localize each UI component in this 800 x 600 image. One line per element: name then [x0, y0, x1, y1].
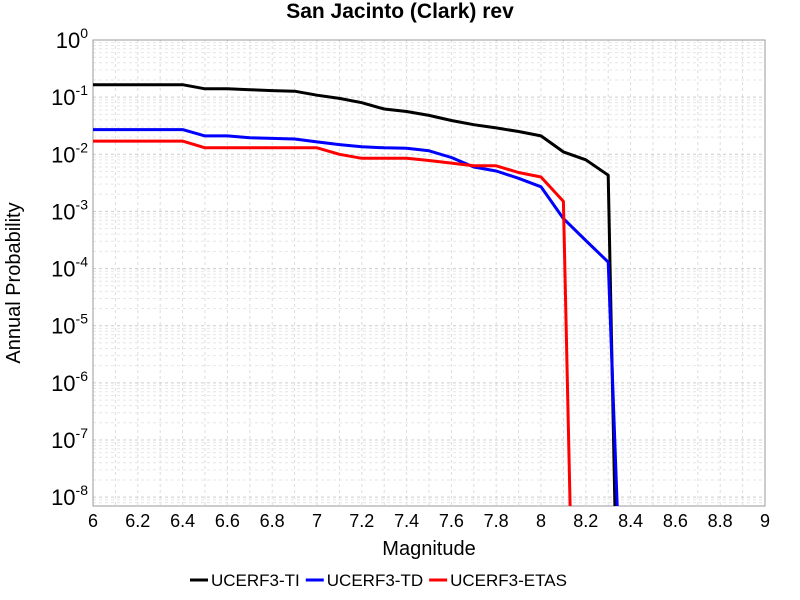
x-tick-label: 8.6 — [663, 511, 688, 531]
y-tick-label: 10-3 — [51, 196, 88, 224]
x-tick-label: 8 — [536, 511, 546, 531]
x-axis-ticks: 6 6.2 6.4 6.6 6.8 7 7.2 7.4 7.6 7.8 8 8.2 8.4 8.6 8.8 9 — [88, 511, 770, 531]
x-tick-label: 8.2 — [573, 511, 598, 531]
x-tick-label: 6.8 — [260, 511, 285, 531]
series-lines — [93, 83, 619, 506]
y-tick-label: 10-2 — [51, 139, 88, 167]
chart-title: San Jacinto (Clark) rev — [286, 0, 514, 23]
x-tick-label: 8.4 — [618, 511, 643, 531]
x-tick-label: 6 — [88, 511, 98, 531]
legend-label: UCERF3-TD — [327, 571, 423, 590]
y-tick-label: 10-4 — [51, 254, 88, 282]
x-tick-label: 7 — [312, 511, 322, 531]
x-tick-label: 7.8 — [484, 511, 509, 531]
x-tick-label: 7.2 — [349, 511, 374, 531]
y-axis-label: Annual Probability — [3, 202, 25, 363]
x-tick-label: 6.2 — [125, 511, 150, 531]
x-tick-label: 6.6 — [215, 511, 240, 531]
legend-label: UCERF3-ETAS — [450, 571, 567, 590]
plot-frame — [92, 39, 766, 507]
x-tick-label: 8.8 — [708, 511, 733, 531]
y-tick-label: 10-1 — [51, 82, 88, 110]
y-axis-ticks: 100 10-1 10-2 10-3 10-4 10-5 10-6 10-7 10-8 — [51, 25, 88, 510]
series-line-ucerf3-ti — [93, 83, 618, 506]
grid — [92, 39, 766, 507]
legend-label: UCERF3-TI — [211, 571, 300, 590]
y-tick-label: 10-5 — [51, 311, 88, 339]
x-tick-label: 9 — [760, 511, 770, 531]
x-tick-label: 7.4 — [394, 511, 419, 531]
legend: UCERF3-TI UCERF3-TD UCERF3-ETAS — [190, 571, 567, 590]
series-line-ucerf3-td — [93, 128, 619, 506]
y-tick-label: 10-8 — [51, 482, 88, 510]
x-tick-label: 7.6 — [439, 511, 464, 531]
y-tick-label: 100 — [56, 25, 88, 53]
x-tick-label: 6.4 — [170, 511, 195, 531]
y-tick-label: 10-7 — [51, 425, 88, 453]
y-tick-label: 10-6 — [51, 368, 88, 396]
x-axis-label: Magnitude — [382, 538, 475, 560]
series-line-ucerf3-etas — [93, 139, 572, 506]
